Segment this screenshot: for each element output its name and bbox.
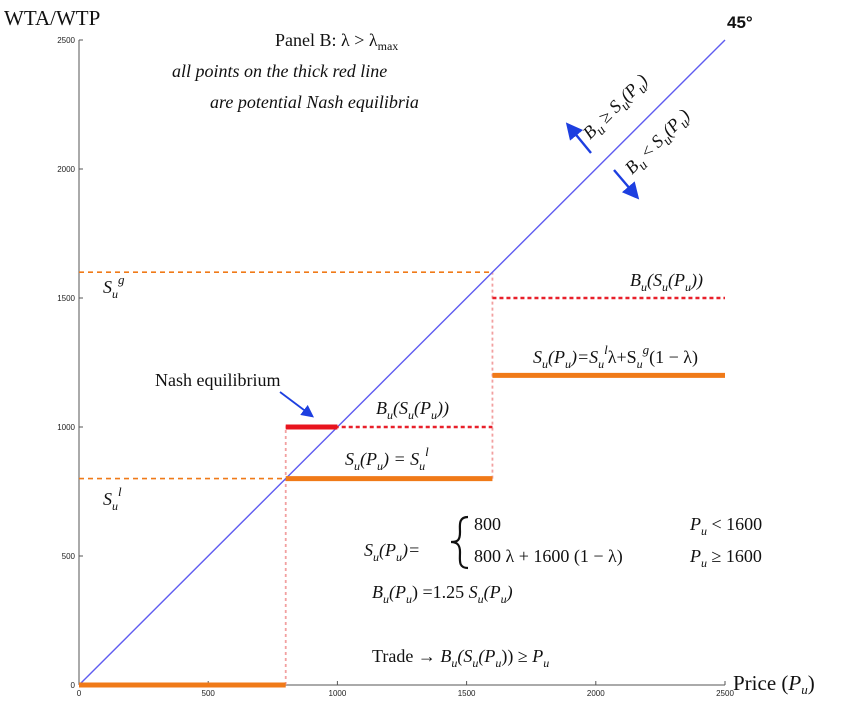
y-tick-label: 1000 bbox=[57, 423, 75, 432]
panel-title: Panel B: λ > λmax bbox=[275, 30, 398, 53]
x-tick-label: 1500 bbox=[458, 689, 476, 698]
panel-note-2: are potential Nash equilibria bbox=[210, 92, 419, 112]
x-tick-label: 2500 bbox=[716, 689, 734, 698]
nash-equilibrium-label: Nash equilibrium bbox=[155, 370, 280, 390]
diagonal-45-line bbox=[78, 39, 726, 686]
axes: 0 500 1000 1500 2000 2500 0 500 1000 1500 2000 250… bbox=[57, 36, 734, 698]
series-lines bbox=[78, 39, 726, 688]
seller-mid-label: Su(Pu) = Sul bbox=[345, 444, 429, 473]
arrow-down-icon bbox=[613, 169, 640, 200]
arrow-up-icon bbox=[565, 122, 592, 154]
x-tick-label: 0 bbox=[77, 689, 82, 698]
panel-note-1: all points on the thick red line bbox=[172, 61, 387, 81]
bu-definition: Bu(Pu) =1.25 Su(Pu) bbox=[372, 582, 513, 606]
y-tick-label: 0 bbox=[71, 681, 76, 690]
x-axis-label: Price (Pu) bbox=[733, 671, 815, 697]
brace-icon bbox=[450, 515, 469, 570]
buyer-mid-label: Bu(Su(Pu)) bbox=[376, 398, 449, 422]
case2-value: 800 λ + 1600 (1 − λ) bbox=[474, 546, 623, 567]
sg-label: Sug bbox=[103, 272, 125, 301]
y-tick-label: 2500 bbox=[57, 36, 75, 45]
case1-value: 800 bbox=[474, 514, 501, 534]
y-tick-label: 1500 bbox=[57, 294, 75, 303]
case2-cond: Pu ≥ 1600 bbox=[689, 546, 762, 570]
nash-arrow bbox=[279, 391, 315, 418]
svg-text:Bu ≥ Su(Pu): Bu ≥ Su(Pu) bbox=[579, 70, 655, 146]
buyer-high-label: Bu(Su(Pu)) bbox=[630, 270, 703, 294]
seller-high-label: Su(Pu)=Sulλ+Sug(1 − λ) bbox=[533, 342, 698, 371]
su-definition-lhs: Su(Pu)= bbox=[364, 540, 420, 564]
x-tick-label: 500 bbox=[202, 689, 216, 698]
trade-condition: Trade → Bu(Su(Pu)) ≥ Pu bbox=[372, 646, 549, 670]
x-tick-label: 1000 bbox=[329, 689, 347, 698]
y-tick-label: 2000 bbox=[57, 165, 75, 174]
x-tick-label: 2000 bbox=[587, 689, 605, 698]
svg-text:Bu < Su(Pu): Bu < Su(Pu) bbox=[621, 105, 697, 181]
region-below-label: Bu < Su(Pu) bbox=[621, 105, 697, 181]
sl-label: Sul bbox=[103, 484, 122, 513]
y-axis-label: WTA/WTP bbox=[4, 6, 100, 30]
region-above-label: Bu ≥ Su(Pu) bbox=[579, 70, 655, 146]
y-tick-label: 500 bbox=[62, 552, 76, 561]
case1-cond: Pu < 1600 bbox=[689, 514, 762, 538]
diagonal-label: 45° bbox=[727, 13, 753, 32]
